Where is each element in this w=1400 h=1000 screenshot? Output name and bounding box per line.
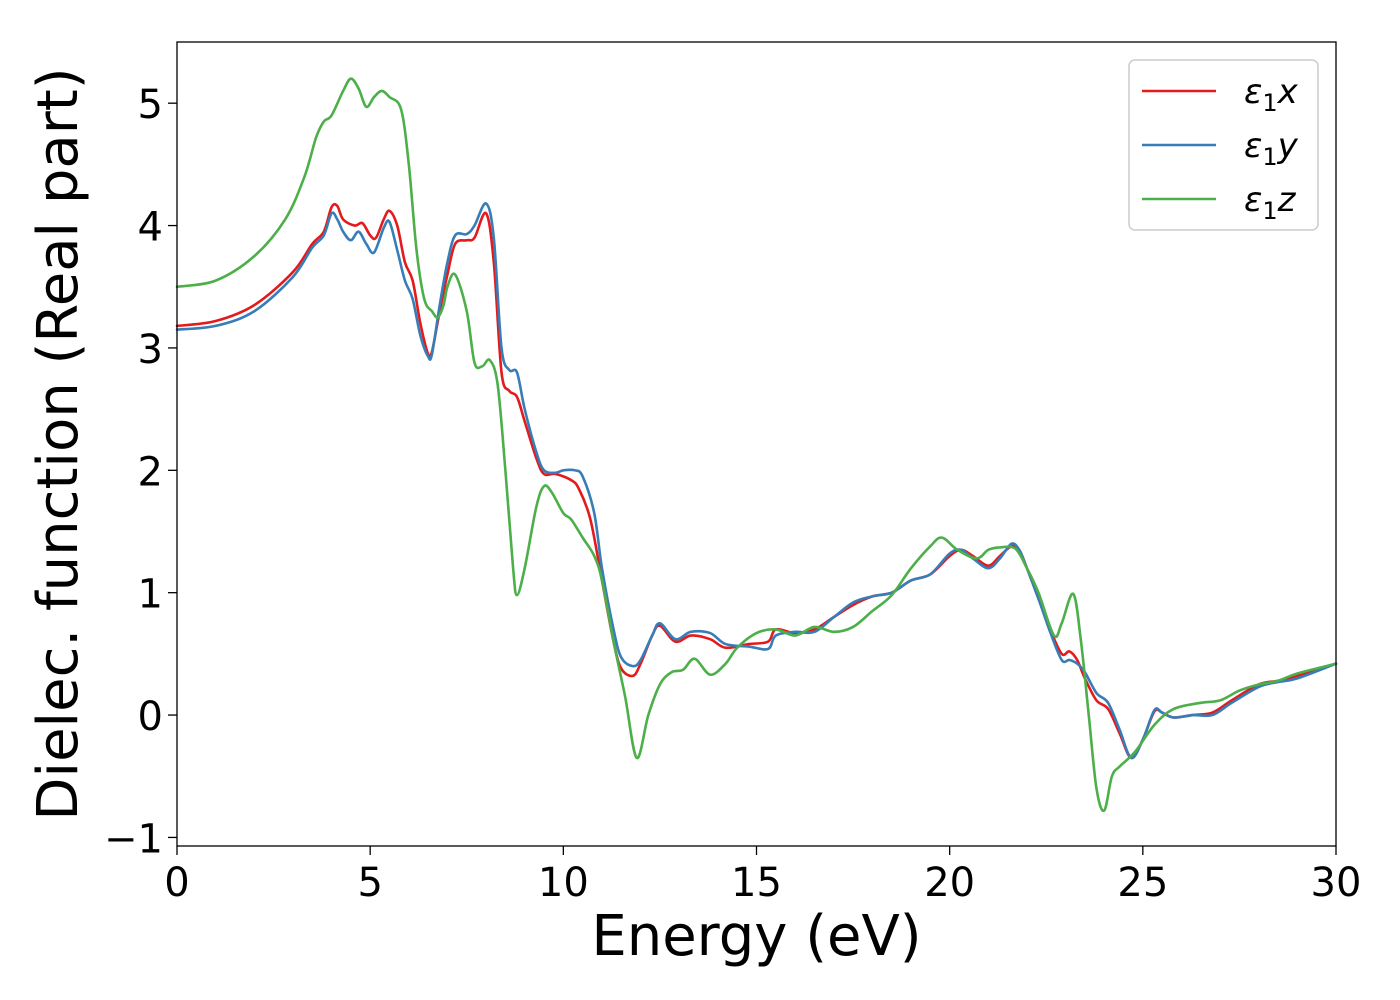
x-tick-label-20: 20 xyxy=(924,860,975,906)
y-tick-label-1: 1 xyxy=(138,572,163,618)
x-tick-label-10: 10 xyxy=(538,860,589,906)
legend-label-y: ε1y xyxy=(1244,126,1299,171)
legend-box xyxy=(1128,59,1319,231)
y-tick-label-4: 4 xyxy=(138,205,163,251)
series-line-x xyxy=(175,202,1338,760)
y-tick-label-5: 5 xyxy=(138,82,163,128)
x-tick-label-25: 25 xyxy=(1117,860,1168,906)
legend: ε1x ε1y ε1z xyxy=(1128,59,1319,231)
y-tick-label--1: −1 xyxy=(104,816,163,862)
series-line-z xyxy=(175,77,1338,813)
x-tick-label-0: 0 xyxy=(164,860,189,906)
series-lines xyxy=(175,77,1338,813)
x-axis-label: Energy (eV) xyxy=(591,904,921,969)
x-tick-label-15: 15 xyxy=(731,860,782,906)
y-tick-label-0: 0 xyxy=(138,694,163,740)
y-tick-label-3: 3 xyxy=(138,327,163,373)
y-tick-label-2: 2 xyxy=(138,449,163,495)
series-line-y xyxy=(175,202,1338,760)
x-tick-label-30: 30 xyxy=(1311,860,1362,906)
legend-label-x: ε1x xyxy=(1244,72,1299,117)
legend-label-z: ε1z xyxy=(1244,180,1297,225)
x-tick-label-5: 5 xyxy=(357,860,382,906)
y-axis-label: Dielec. function (Real part) xyxy=(26,67,91,820)
